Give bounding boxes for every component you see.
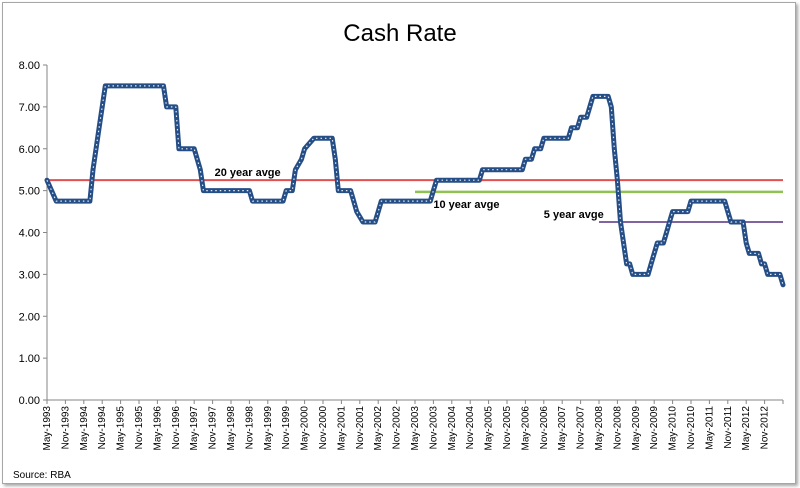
y-tick-label: 3.00	[19, 269, 40, 281]
x-tick-label: Nov-1994	[97, 406, 108, 450]
y-axis: 0.00 1.00 2.00 3.00 4.00 5.00 6.00 7.00 8.00	[19, 60, 48, 407]
x-tick-label: Nov-2004	[465, 406, 476, 450]
y-tick-label: 1.00	[19, 353, 40, 365]
x-tick-label: Nov-2011	[723, 406, 734, 449]
x-tick-label: May-1997	[189, 406, 200, 451]
x-tick-label: May-2011	[704, 406, 715, 450]
x-tick-label: Nov-2001	[355, 406, 366, 450]
x-tick-label: Nov-2003	[428, 406, 439, 450]
x-tick-label: May-2010	[668, 406, 679, 451]
x-tick-label: Nov-2000	[318, 406, 329, 450]
x-tick-label: May-1995	[116, 406, 127, 451]
x-tick-label: Nov-1993	[60, 406, 71, 450]
x-tick-label: May-2000	[300, 406, 311, 451]
cash-rate-chart: Cash Rate 0.00 1.00 2.00 3.00 4.00 5.00 6.00 7.…	[13, 20, 786, 481]
y-tick-label: 5.00	[19, 186, 40, 198]
x-tick-label: Nov-1998	[244, 406, 255, 450]
average-line-label: 20 year avge	[215, 167, 281, 179]
chart-title: Cash Rate	[343, 20, 456, 47]
x-tick-label: May-2007	[557, 406, 568, 451]
x-tick-label: May-2012	[741, 406, 752, 451]
x-tick-label: Nov-2010	[686, 406, 697, 450]
x-tick-label: May-2004	[447, 406, 458, 451]
y-tick-label: 8.00	[19, 60, 40, 72]
x-tick-label: May-1999	[263, 406, 274, 451]
y-tick-label: 6.00	[19, 144, 40, 156]
x-tick-label: May-2008	[594, 406, 605, 451]
average-line-label: 5 year avge	[544, 209, 604, 221]
y-tick-label: 4.00	[19, 228, 40, 240]
average-line-label: 10 year avge	[433, 199, 499, 211]
x-tick-label: Nov-2006	[539, 406, 550, 450]
x-tick-label: May-1993	[42, 406, 53, 451]
x-tick-label: Nov-1997	[208, 406, 219, 450]
x-tick-label: May-1996	[152, 406, 163, 451]
x-tick-label: May-2003	[410, 406, 421, 451]
source-note: Source: RBA	[13, 470, 71, 481]
x-tick-label: Nov-2008	[612, 406, 623, 450]
x-tick-label: May-2001	[336, 406, 347, 451]
x-tick-label: Nov-2005	[502, 406, 513, 450]
x-tick-label: Nov-1995	[134, 406, 145, 450]
reference-lines	[47, 179, 783, 224]
x-tick-label: May-1998	[226, 406, 237, 451]
x-tick-label: Nov-2002	[392, 406, 403, 450]
x-tick-label: May-2002	[373, 406, 384, 451]
x-tick-label: Nov-1996	[171, 406, 182, 450]
y-tick-label: 0.00	[19, 395, 40, 407]
x-tick-label: May-1994	[79, 406, 90, 451]
y-tick-label: 7.00	[19, 102, 40, 114]
reference-line-labels: 20 year avge 10 year avge 5 year avge	[215, 167, 604, 221]
x-tick-label: Nov-1999	[281, 406, 292, 450]
series-layer	[44, 83, 786, 288]
y-tick-label: 2.00	[19, 311, 40, 323]
cash-rate-line	[44, 83, 786, 288]
x-axis: May-1993 Nov-1993 May-1994 Nov-1994 May-1995…	[42, 399, 784, 451]
x-tick-label: May-2009	[631, 406, 642, 451]
x-tick-label: Nov-2012	[760, 406, 771, 450]
x-tick-label: May-2005	[484, 406, 495, 451]
x-tick-label: May-2006	[520, 406, 531, 451]
cash-rate-markers	[46, 85, 784, 285]
x-tick-label: Nov-2009	[649, 406, 660, 450]
x-tick-label: Nov-2007	[576, 406, 587, 450]
